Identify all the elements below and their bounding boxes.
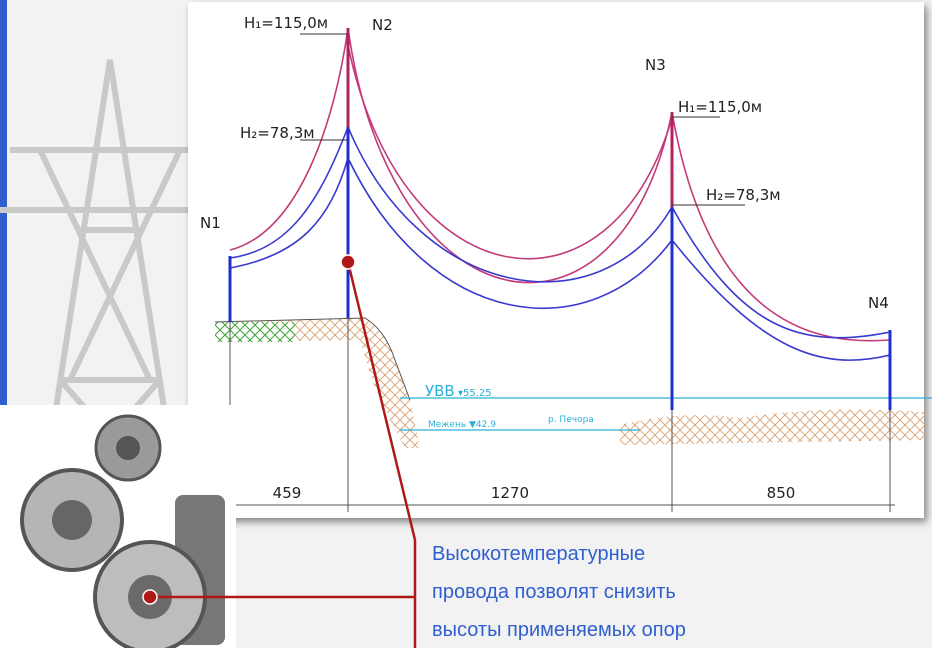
green-hatch xyxy=(215,322,295,342)
tower-label: N1 xyxy=(200,214,221,232)
cable-core xyxy=(52,500,92,540)
low-water-level: Межень ▼42.9 xyxy=(428,420,496,430)
height-label: H₂=78,3м xyxy=(706,186,781,204)
high-water-mark: УВВ xyxy=(425,382,455,400)
page: N1 N2 H₁=115,0м H₂=78,3м N3 H₁=115,0м H₂… xyxy=(0,0,932,648)
caption-line: высоты применяемых опор xyxy=(432,619,686,641)
height-label: H₁=115,0м xyxy=(244,14,328,32)
callout-dot xyxy=(143,590,157,604)
span-length: 1270 xyxy=(491,484,529,502)
cable-core xyxy=(116,436,140,460)
caption-line: провода позволят снизить xyxy=(432,581,676,603)
tower-label: N2 xyxy=(372,16,393,34)
height-label: H₂=78,3м xyxy=(240,124,315,142)
slide: N1 N2 H₁=115,0м H₂=78,3м N3 H₁=115,0м H₂… xyxy=(0,0,932,648)
tower-label: N4 xyxy=(868,294,889,312)
height-label: H₁=115,0м xyxy=(678,98,762,116)
tower-label: N3 xyxy=(645,56,666,74)
caption-line: Высокотемпературные xyxy=(432,543,645,565)
cable-photo xyxy=(0,405,236,648)
river-label: р. Печора xyxy=(548,415,594,425)
high-water-level: ▾55.25 xyxy=(458,388,492,399)
span-length: 850 xyxy=(767,484,796,502)
span-length: 459 xyxy=(273,484,302,502)
callout-dot xyxy=(341,255,355,269)
